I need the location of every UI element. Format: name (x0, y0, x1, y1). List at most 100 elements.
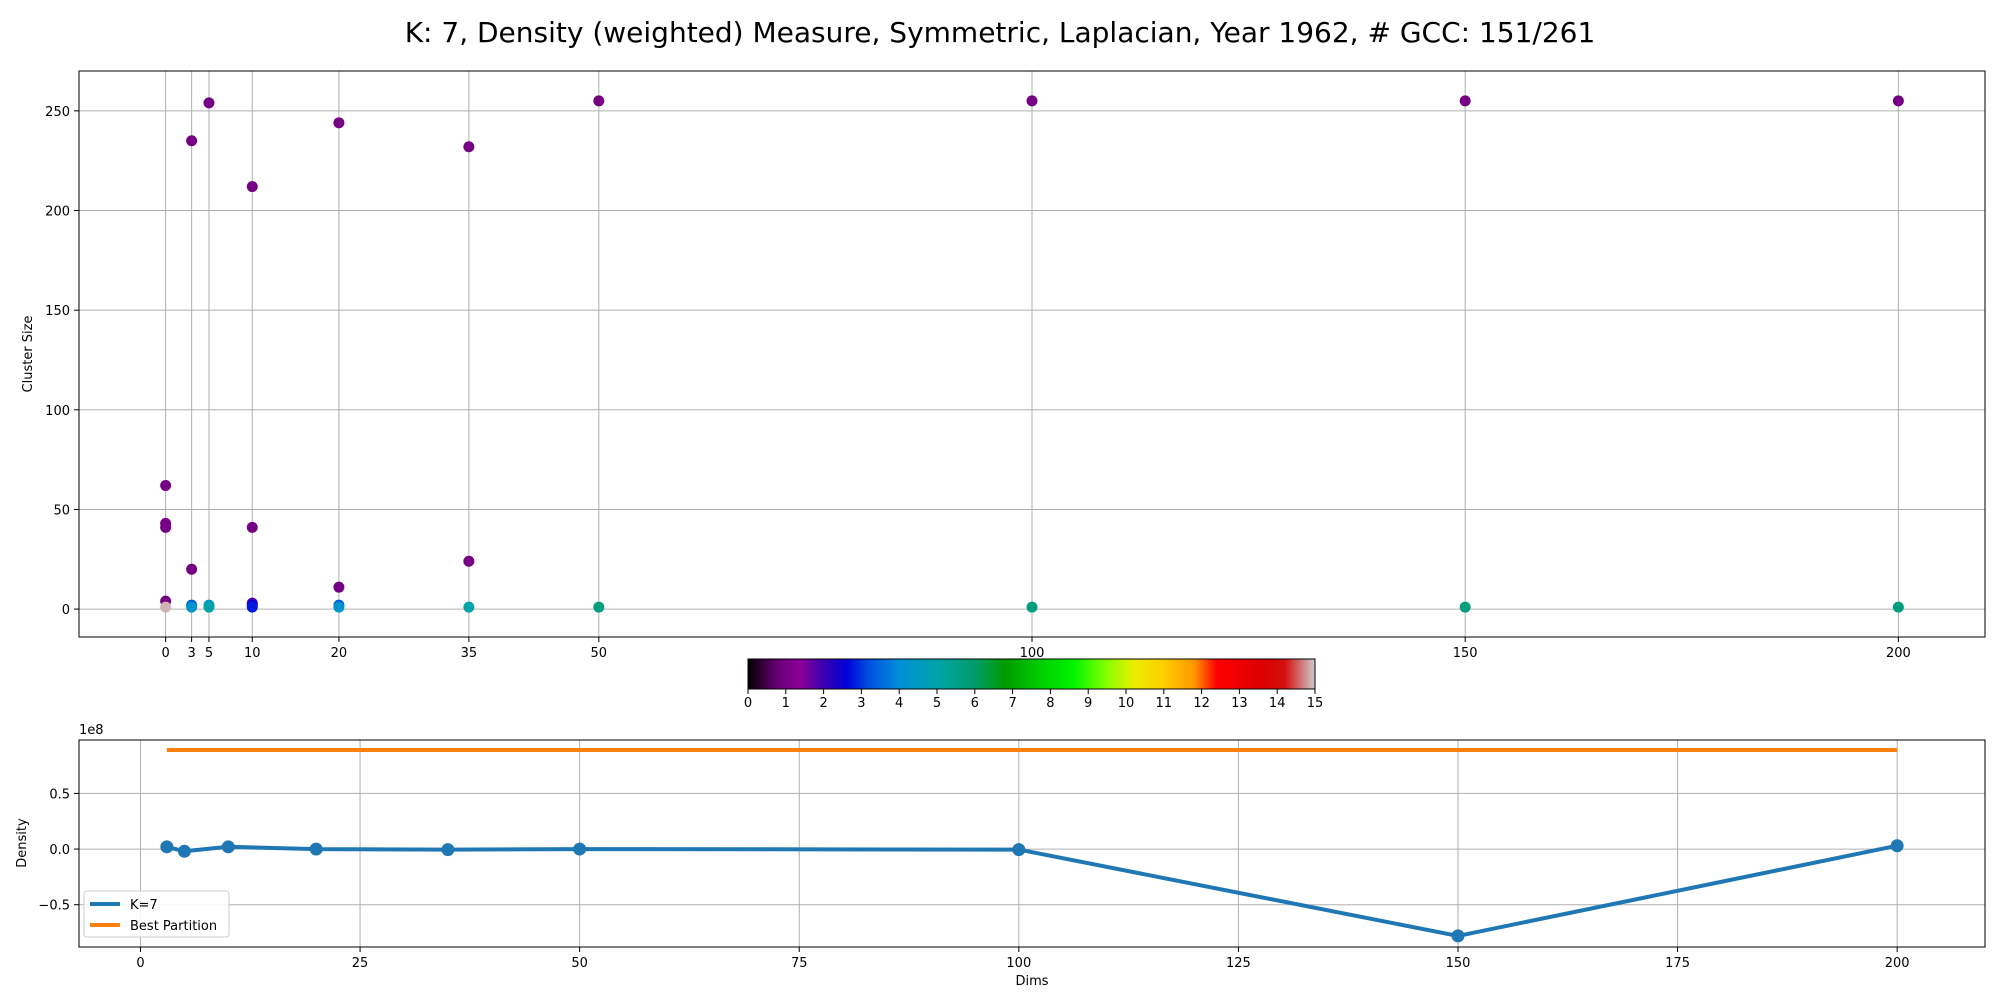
line-y-tick-label: 0.0 (49, 843, 70, 858)
colorbar-tick-label: 13 (1231, 696, 1248, 711)
colorbar-tick-label: 10 (1118, 696, 1135, 711)
figure-title: K: 7, Density (weighted) Measure, Symmet… (405, 16, 1596, 49)
line-x-tick-label: 200 (1885, 956, 1910, 971)
scatter-y-tick-label: 150 (45, 304, 70, 319)
scatter-point (186, 135, 198, 147)
colorbar-tick-label: 14 (1269, 696, 1286, 711)
colorbar-tick-label: 7 (1008, 696, 1016, 711)
scatter-point (333, 601, 345, 613)
scatter-y-tick-label: 0 (62, 603, 70, 618)
line-x-tick-label: 0 (136, 956, 144, 971)
scatter-point (186, 563, 198, 575)
line-series-marker (309, 842, 323, 856)
line-y-axis-label: Density (15, 818, 30, 868)
colorbar-tick-label: 11 (1156, 696, 1173, 711)
line-series-marker (1890, 839, 1904, 853)
line-x-tick-label: 150 (1446, 956, 1471, 971)
line-x-ticks: 0 25 50 75 100 125 150 175 200 (136, 947, 1910, 971)
scatter-x-tick-label: 5 (205, 646, 213, 661)
line-x-tick-label: 50 (571, 956, 588, 971)
scatter-x-tick-label: 150 (1453, 646, 1478, 661)
line-x-tick-label: 175 (1665, 956, 1690, 971)
line-series-marker (177, 844, 191, 858)
scatter-y-ticks: 0 50 100 150 200 250 (45, 105, 79, 618)
line-x-tick-label: 100 (1006, 956, 1031, 971)
colorbar-tick-label: 0 (744, 696, 752, 711)
line-grid (79, 740, 1985, 947)
scatter-point (1026, 601, 1038, 613)
scatter-point (246, 521, 258, 533)
scatter-point (463, 601, 475, 613)
colorbar-tick-label: 9 (1084, 696, 1092, 711)
scatter-point (463, 141, 475, 153)
scatter-x-tick-label: 10 (244, 646, 261, 661)
line-series-marker (441, 843, 455, 857)
line-x-tick-label: 75 (791, 956, 808, 971)
legend-label: K=7 (130, 898, 158, 913)
line-x-tick-label: 25 (352, 956, 369, 971)
scatter-point (593, 601, 605, 613)
scatter-point (246, 601, 258, 613)
scatter-point (186, 601, 198, 613)
scatter-points (160, 95, 1904, 613)
line-series-path (166, 843, 1898, 938)
scatter-point (160, 480, 172, 492)
scatter-x-tick-label: 50 (591, 646, 608, 661)
colorbar-tick-label: 1 (782, 696, 790, 711)
line-x-tick-label: 125 (1226, 956, 1251, 971)
scatter-point (1892, 601, 1904, 613)
line-frame (78, 739, 1986, 948)
scatter-point (203, 601, 215, 613)
scatter-y-tick-label: 100 (45, 404, 70, 419)
scatter-point (203, 97, 215, 109)
colorbar-ticks: 0 1 2 3 4 5 6 7 8 9 10 11 12 13 14 15 (744, 689, 1323, 711)
colorbar-tick-label: 2 (819, 696, 827, 711)
scatter-point (160, 601, 172, 613)
scatter-point (593, 95, 605, 107)
scatter-x-tick-label: 200 (1886, 646, 1911, 661)
scatter-point (1892, 95, 1904, 107)
line-series-marker (221, 840, 235, 854)
scatter-grid (79, 71, 1985, 637)
line-y-ticks: −0.5 0.0 0.5 (38, 787, 79, 914)
scatter-point (246, 181, 258, 193)
scatter-point (1459, 601, 1471, 613)
scatter-y-tick-label: 200 (45, 205, 70, 220)
line-x-axis-label: Dims (1015, 974, 1048, 989)
scatter-x-tick-label: 0 (161, 646, 169, 661)
colorbar-tick-label: 5 (933, 696, 941, 711)
line-panel: 0 25 50 75 100 125 150 175 200 −0.5 0.0 0.5 1e8 De… (15, 723, 1986, 989)
scatter-point (160, 521, 172, 533)
colorbar-tick-label: 12 (1193, 696, 1210, 711)
scatter-x-tick-label: 100 (1020, 646, 1045, 661)
line-y-offset-label: 1e8 (79, 723, 104, 738)
scatter-x-tick-label: 35 (461, 646, 478, 661)
colorbar-tick-label: 15 (1307, 696, 1324, 711)
line-series-marker (1451, 929, 1465, 943)
scatter-x-tick-label: 20 (331, 646, 348, 661)
scatter-x-tick-label: 3 (187, 646, 195, 661)
line-series-marker (573, 842, 587, 856)
scatter-point (333, 581, 345, 593)
colorbar-tick-label: 6 (971, 696, 979, 711)
line-y-tick-label: 0.5 (49, 787, 70, 802)
colorbar: 0 1 2 3 4 5 6 7 8 9 10 11 12 13 14 15 (744, 658, 1323, 711)
scatter-y-tick-label: 50 (53, 503, 70, 518)
scatter-point (463, 555, 475, 567)
line-y-tick-label: −0.5 (38, 899, 70, 914)
scatter-point (1459, 95, 1471, 107)
colorbar-tick-label: 8 (1046, 696, 1054, 711)
scatter-y-tick-label: 250 (45, 105, 70, 120)
scatter-y-axis-label: Cluster Size (21, 316, 36, 393)
colorbar-gradient (747, 658, 1316, 690)
line-legend: K=7 Best Partition (83, 890, 230, 938)
line-series-marker (160, 840, 174, 854)
legend-box (83, 890, 230, 938)
line-series (160, 748, 1904, 943)
scatter-x-ticks: 0 3 5 10 20 35 50 100 150 200 (161, 637, 1911, 661)
scatter-point (1026, 95, 1038, 107)
colorbar-tick-label: 4 (895, 696, 903, 711)
line-series-marker (1012, 843, 1026, 857)
scatter-point (333, 117, 345, 129)
